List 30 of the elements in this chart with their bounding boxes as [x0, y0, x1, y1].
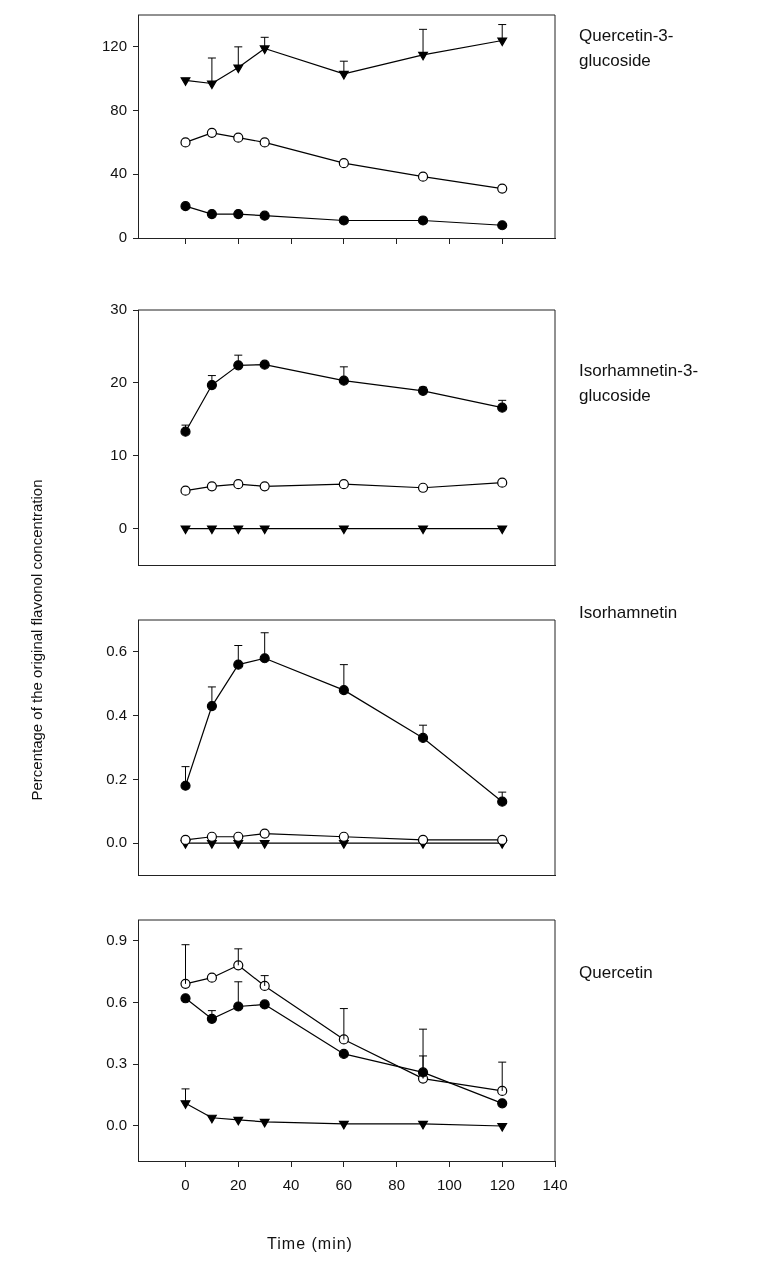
y-tick-label: 10: [110, 445, 127, 463]
y-axis-title: Percentage of the original flavonol concentration: [27, 479, 45, 801]
y-tick-label: 20: [110, 373, 127, 390]
x-tick-label: 140: [542, 1176, 568, 1194]
x-tick-label: 40: [282, 1176, 300, 1194]
text: Isorhamnetin: [579, 603, 678, 623]
text: Quercetin: [579, 963, 653, 983]
x-tick-label: 120: [489, 1176, 515, 1194]
x-tick-label: 100: [436, 1176, 462, 1194]
y-tick-label: 0.6: [106, 642, 127, 660]
y-tick-label: 0: [118, 228, 127, 246]
y-tick-label: 40: [110, 164, 127, 182]
y-tick-label: 0.2: [106, 769, 127, 787]
y-tick-label: 80: [110, 100, 127, 118]
y-tick-label: 0: [118, 518, 127, 536]
y-tick-label: 120: [101, 37, 127, 54]
x-tick-label: 0: [181, 1176, 190, 1194]
y-tick-label: 0.6: [106, 992, 127, 1010]
x-tick-label: 20: [229, 1176, 247, 1194]
y-tick-label: 0.0: [106, 1116, 127, 1134]
y-tick-label: 0.9: [106, 930, 127, 948]
x-tick-label: 80: [388, 1176, 405, 1194]
y-tick-label: 0.0: [106, 833, 127, 851]
y-tick-label: 0.4: [106, 705, 127, 723]
text: Isorhamnetin-3-glucoside: [579, 361, 699, 406]
text: Quercetin-3-glucoside: [579, 26, 674, 71]
x-tick-label: 60: [335, 1176, 353, 1194]
y-tick-label: 30: [110, 300, 127, 318]
y-tick-label: 0.3: [106, 1054, 127, 1072]
x-axis-title: Time (min): [266, 1235, 354, 1253]
